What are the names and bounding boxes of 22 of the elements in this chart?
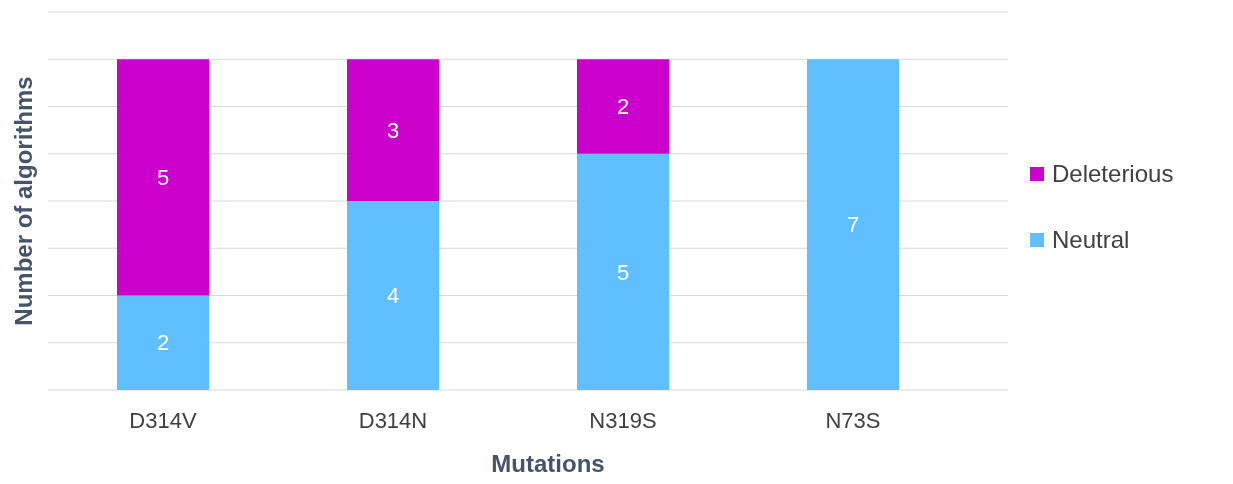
bar: [347, 201, 439, 390]
data-label: 2: [616, 94, 630, 120]
legend-label: Deleterious: [1052, 160, 1174, 188]
x-tick-label: D314V: [129, 407, 197, 433]
data-label: 5: [616, 259, 630, 285]
legend-label: Neutral: [1052, 226, 1130, 254]
data-label: 5: [156, 165, 170, 191]
y-axis-title: Number of algorithms: [10, 76, 37, 326]
bar: [577, 153, 669, 390]
x-tick-label: D314N: [358, 407, 428, 433]
data-label: 4: [386, 283, 400, 309]
data-label: 2: [156, 330, 170, 356]
bar: [117, 295, 209, 390]
x-axis-title: Mutations: [491, 450, 605, 477]
bar: [347, 59, 439, 201]
x-tick-label: N73S: [825, 407, 881, 433]
data-label: 7: [846, 212, 860, 238]
x-tick-label: N319S: [589, 407, 657, 433]
bar: [577, 59, 669, 154]
bar: [117, 59, 209, 296]
bar: [807, 59, 899, 390]
data-label: 3: [386, 117, 400, 143]
